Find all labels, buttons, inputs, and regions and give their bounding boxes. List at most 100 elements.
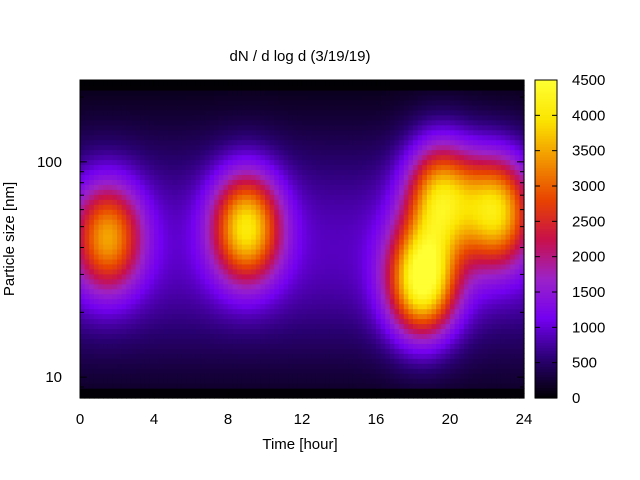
heatmap-cell <box>339 393 345 399</box>
heatmap-cell <box>84 348 90 354</box>
heatmap-cell <box>89 288 95 295</box>
heatmap-cell <box>154 388 160 394</box>
heatmap-cell <box>181 139 187 146</box>
heatmap-cell <box>357 174 363 180</box>
heatmap-cell <box>177 209 183 215</box>
heatmap-cell <box>311 323 317 330</box>
heatmap-cell <box>422 293 428 300</box>
heatmap-cell <box>177 393 183 399</box>
heatmap-cell <box>269 268 275 275</box>
heatmap-cell <box>366 239 372 245</box>
heatmap-cell <box>482 363 488 369</box>
heatmap-cell <box>389 333 396 339</box>
heatmap-cell <box>468 338 474 344</box>
heatmap-cell <box>487 303 493 310</box>
heatmap-cell <box>283 189 289 195</box>
heatmap-cell <box>403 174 409 180</box>
heatmap-cell <box>177 333 183 339</box>
heatmap-cell <box>413 174 419 180</box>
heatmap-cell <box>297 258 303 265</box>
heatmap-cell <box>241 263 248 270</box>
heatmap-cell <box>362 378 368 384</box>
heatmap-cell <box>163 169 169 176</box>
heatmap-cell <box>510 258 516 265</box>
heatmap-cell <box>223 378 229 384</box>
heatmap-cell <box>463 278 470 285</box>
heatmap-cell <box>218 164 224 171</box>
heatmap-cell <box>450 303 456 310</box>
heatmap-cell <box>237 353 243 359</box>
heatmap-cell <box>334 288 340 295</box>
heatmap-cell <box>218 174 224 180</box>
heatmap-cell <box>154 358 160 364</box>
heatmap-cell <box>450 388 456 394</box>
heatmap-cell <box>278 199 285 205</box>
heatmap-cell <box>112 149 118 156</box>
heatmap-cell <box>422 194 428 200</box>
heatmap-cell <box>343 174 349 180</box>
heatmap-cell <box>89 159 95 166</box>
heatmap-cell <box>283 184 289 190</box>
heatmap-cell <box>343 378 349 384</box>
heatmap-cell <box>376 358 382 364</box>
heatmap-cell <box>454 348 460 354</box>
heatmap-cell <box>399 214 405 220</box>
heatmap-cell <box>408 159 414 166</box>
heatmap-cell <box>255 189 261 195</box>
heatmap-cell <box>422 353 428 359</box>
heatmap-cell <box>496 184 502 190</box>
heatmap-cell <box>130 278 137 285</box>
heatmap-cell <box>413 199 419 205</box>
heatmap-cell <box>408 303 414 310</box>
heatmap-cell <box>477 318 483 325</box>
heatmap-cell <box>191 393 197 399</box>
heatmap-cell <box>422 373 428 379</box>
heatmap-cell <box>422 189 428 195</box>
heatmap-cell <box>422 144 428 151</box>
heatmap-cell <box>255 164 261 171</box>
heatmap-cell <box>135 174 141 180</box>
heatmap-cell <box>209 303 215 310</box>
heatmap-cell <box>408 199 414 205</box>
heatmap-cell <box>241 323 248 330</box>
heatmap-cell <box>177 268 183 275</box>
heatmap-cell <box>329 328 335 335</box>
heatmap-cell <box>487 323 493 330</box>
heatmap-cell <box>251 378 257 384</box>
heatmap-cell <box>84 159 90 166</box>
heatmap-cell <box>473 253 479 260</box>
heatmap-cell <box>352 328 359 335</box>
heatmap-cell <box>505 209 511 215</box>
heatmap-cell <box>237 298 243 305</box>
heatmap-cell <box>167 278 174 285</box>
heatmap-cell <box>140 229 146 235</box>
heatmap-cell <box>246 288 252 295</box>
heatmap-cell <box>107 149 113 156</box>
heatmap-cell <box>260 303 266 310</box>
heatmap-cell <box>246 139 252 146</box>
heatmap-cell <box>510 179 516 185</box>
heatmap-cell <box>325 199 331 205</box>
heatmap-cell <box>117 293 123 300</box>
heatmap-cell <box>473 393 479 399</box>
heatmap-cell <box>172 189 178 195</box>
heatmap-cell <box>112 248 118 255</box>
heatmap-cell <box>93 234 100 240</box>
heatmap-cell <box>246 199 252 205</box>
heatmap-cell <box>422 209 428 215</box>
heatmap-cell <box>403 283 409 290</box>
heatmap-cell <box>154 268 160 275</box>
heatmap-cell <box>107 239 113 245</box>
heatmap-cell <box>348 323 354 330</box>
heatmap-cell <box>154 234 160 240</box>
heatmap-cell <box>376 159 382 166</box>
heatmap-cell <box>510 338 516 344</box>
heatmap-cell <box>352 288 359 295</box>
heatmap-cell <box>343 229 349 235</box>
heatmap-cell <box>473 283 479 290</box>
heatmap-cell <box>283 253 289 260</box>
heatmap-cell <box>223 243 229 250</box>
heatmap-cell <box>93 348 100 354</box>
heatmap-cell <box>158 219 164 225</box>
heatmap-cell <box>454 298 460 305</box>
